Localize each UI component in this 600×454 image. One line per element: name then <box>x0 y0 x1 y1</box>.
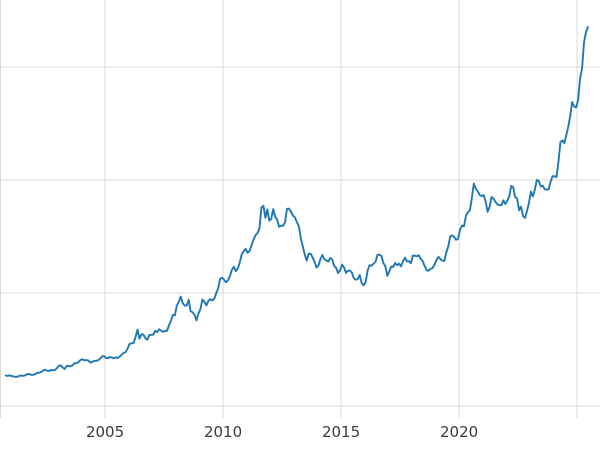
x-tick-label: 2005 <box>86 423 124 441</box>
x-tick-label: 2010 <box>204 423 242 441</box>
x-tick-label: 2020 <box>440 423 478 441</box>
data-line <box>4 26 589 378</box>
x-tick-label: 2015 <box>322 423 360 441</box>
